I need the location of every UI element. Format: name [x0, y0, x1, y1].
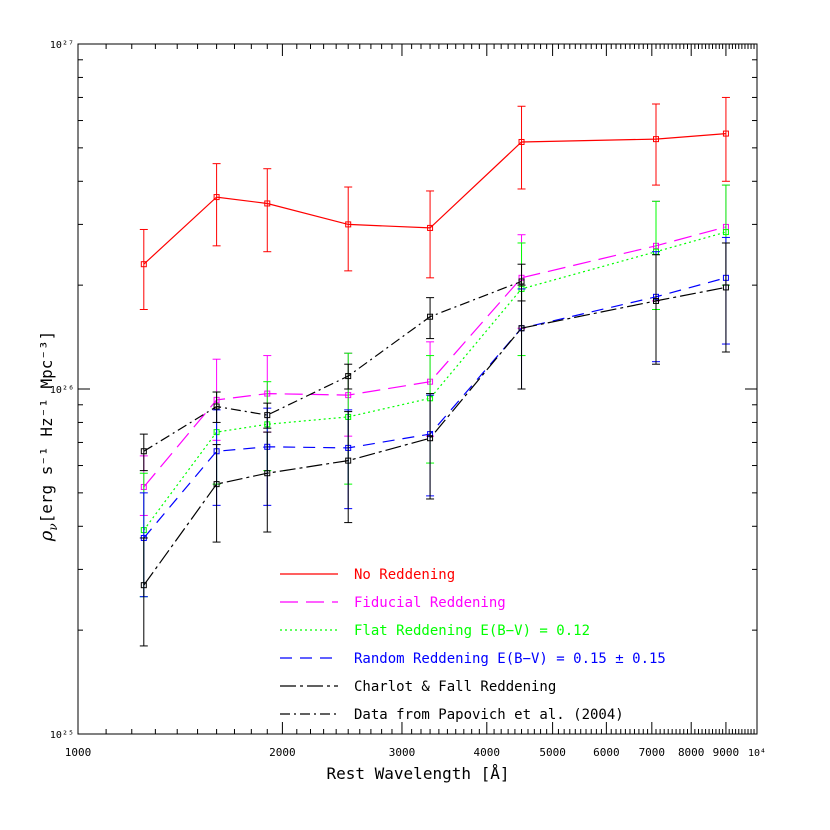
- series-line: [143, 277, 727, 539]
- data-point: [722, 229, 729, 236]
- series-4: [139, 242, 730, 647]
- data-point: [213, 403, 220, 410]
- legend-entry-0: No Reddening: [280, 567, 455, 583]
- x-axis-label: Rest Wavelength [Å]: [326, 764, 509, 783]
- y-axis-label: ρν[erg s⁻¹ Hz⁻¹ Mpc⁻³]: [36, 331, 60, 543]
- x-tick-label: 10⁴: [748, 748, 766, 759]
- x-tick-label: 6000: [593, 746, 620, 759]
- legend-entry-4: Charlot & Fall Reddening: [280, 679, 556, 695]
- svg-text:ρν[erg s⁻¹ Hz⁻¹ Mpc⁻³]: ρν[erg s⁻¹ Hz⁻¹ Mpc⁻³]: [36, 331, 60, 543]
- series-line: [143, 280, 522, 452]
- x-tick-label: 5000: [539, 746, 566, 759]
- data-point: [653, 297, 660, 304]
- data-point: [264, 470, 271, 477]
- data-point: [518, 138, 525, 145]
- series-3: [139, 236, 730, 598]
- series-line: [143, 226, 727, 488]
- series-line: [143, 231, 727, 531]
- data-point: [345, 221, 352, 228]
- data-point: [518, 278, 525, 285]
- legend-label: Data from Papovich et al. (2004): [354, 707, 624, 723]
- series-line: [143, 286, 727, 586]
- series-1: [139, 184, 730, 516]
- legend-entry-2: Flat Reddening E(B−V) = 0.12: [280, 623, 590, 639]
- data-point: [264, 200, 271, 207]
- legend-entry-5: Data from Papovich et al. (2004): [280, 707, 624, 723]
- legend-label: Random Reddening E(B−V) = 0.15 ± 0.15: [354, 651, 666, 667]
- data-point: [653, 136, 660, 143]
- data-point: [722, 284, 729, 291]
- data-point: [427, 313, 434, 320]
- data-point: [427, 224, 434, 231]
- x-tick-label: 4000: [474, 746, 501, 759]
- data-point: [518, 325, 525, 332]
- series-0: [139, 96, 730, 310]
- data-point: [722, 130, 729, 137]
- series-2: [139, 184, 730, 598]
- data-point: [264, 412, 271, 419]
- legend-entry-1: Fiducial Reddening: [280, 595, 506, 611]
- y-tick-label: 10²⁵: [50, 730, 74, 741]
- series-line: [143, 133, 726, 265]
- data-point: [345, 457, 352, 464]
- y-axis-label-main: ρ: [36, 530, 57, 542]
- y-tick-label: 10²⁷: [50, 40, 74, 51]
- data-point: [140, 448, 147, 455]
- x-tick-label: 7000: [639, 746, 666, 759]
- legend-label: Fiducial Reddening: [354, 595, 506, 611]
- legend-label: Flat Reddening E(B−V) = 0.12: [354, 623, 590, 639]
- y-tick-label: 10²⁶: [50, 385, 74, 396]
- legend-label: Charlot & Fall Reddening: [354, 679, 556, 695]
- series-5: [139, 263, 526, 472]
- data-point: [345, 373, 352, 380]
- x-tick-label: 9000: [713, 746, 740, 759]
- data-point: [140, 261, 147, 268]
- y-axis-label-sub: ν: [46, 523, 60, 530]
- x-tick-label: 8000: [678, 746, 705, 759]
- y-axis-label-unit: [erg s⁻¹ Hz⁻¹ Mpc⁻³]: [37, 331, 56, 524]
- x-tick-label: 1000: [65, 746, 92, 759]
- data-point: [213, 481, 220, 488]
- x-tick-label: 2000: [269, 746, 296, 759]
- data-point: [213, 194, 220, 201]
- data-point: [140, 582, 147, 589]
- data-point: [427, 435, 434, 442]
- legend-entry-3: Random Reddening E(B−V) = 0.15 ± 0.15: [280, 651, 666, 667]
- legend-label: No Reddening: [354, 567, 455, 583]
- x-tick-label: 3000: [389, 746, 416, 759]
